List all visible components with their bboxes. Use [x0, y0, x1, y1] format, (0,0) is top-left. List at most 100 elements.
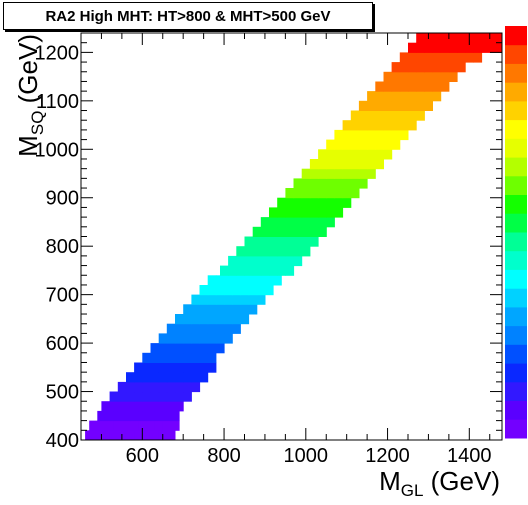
heatmap-cell [134, 391, 143, 402]
heatmap-cell [350, 139, 360, 150]
chart-title: RA2 High MHT: HT>800 & MHT>500 GeV [45, 8, 331, 25]
heatmap-cell [285, 255, 295, 267]
heatmap-cell [121, 420, 131, 431]
heatmap-cell [277, 246, 286, 257]
heatmap-cell [248, 304, 258, 315]
palette-swatch [505, 363, 527, 383]
heatmap-cell [350, 110, 360, 121]
heatmap-cell [166, 352, 176, 363]
heatmap-cell [142, 391, 151, 402]
heatmap-cell [166, 333, 176, 344]
heatmap-cell [326, 217, 335, 228]
heatmap-cell [228, 255, 237, 267]
heatmap-cell [183, 372, 192, 383]
heatmap-cell [424, 52, 433, 63]
palette-swatch [505, 250, 527, 270]
heatmap-cell [240, 314, 250, 325]
heatmap-cell [264, 275, 274, 286]
heatmap-cell [248, 294, 258, 305]
heatmap-cell [342, 129, 352, 141]
heatmap-cell [199, 304, 209, 315]
heatmap-cell [236, 246, 245, 257]
heatmap-cell [269, 236, 278, 247]
heatmap-cell [334, 168, 344, 179]
heatmap-cell [224, 304, 233, 315]
heatmap-cell [207, 294, 217, 305]
heatmap-cell [113, 420, 123, 431]
heatmap-cell [134, 362, 143, 373]
heatmap-cell [285, 197, 295, 208]
heatmap-cell [367, 110, 376, 121]
heatmap-cell [342, 120, 352, 131]
heatmap-cell [383, 129, 393, 141]
heatmap-cell [175, 314, 184, 325]
heatmap-cell [228, 265, 237, 276]
heatmap-cell [399, 71, 409, 82]
heatmap-cell [432, 52, 442, 63]
heatmap-cell [215, 323, 225, 334]
heatmap-cell [199, 352, 209, 363]
heatmap-cell [399, 52, 409, 63]
heatmap-cell [240, 304, 250, 315]
heatmap-cell [224, 314, 233, 325]
heatmap-cell [457, 52, 466, 63]
y-tick-label: 400 [46, 430, 79, 452]
heatmap-cell [350, 149, 360, 160]
heatmap-cell [252, 255, 262, 267]
heatmap-cell [293, 236, 303, 247]
palette-swatch [505, 306, 527, 327]
color-palette [505, 26, 527, 439]
heatmap-cell [269, 207, 278, 218]
heatmap-cell [105, 410, 115, 422]
heatmap-cell [252, 236, 262, 247]
heatmap-cell [158, 401, 168, 412]
y-tick-label: 900 [46, 188, 79, 210]
heatmap-cell [109, 401, 119, 412]
heatmap-cell [473, 52, 483, 63]
heatmap-cell [285, 226, 295, 237]
heatmap-cell [199, 323, 209, 334]
heatmap-cell [309, 236, 319, 247]
heatmap-cell [416, 71, 425, 82]
heatmap-cell [350, 129, 360, 141]
heatmap-cell [158, 333, 168, 344]
heatmap-cell [199, 343, 209, 354]
heatmap-cell [293, 197, 303, 208]
heatmap-cell [256, 285, 266, 296]
x-tick-label: 800 [207, 445, 240, 467]
y-tick-label: 1200 [35, 42, 80, 64]
heatmap-cell [183, 343, 192, 354]
heatmap-cell [130, 420, 139, 431]
heatmap-cell [318, 207, 327, 218]
heatmap-cell [285, 207, 295, 218]
heatmap-cell [138, 420, 147, 431]
heatmap-cell [215, 294, 225, 305]
palette-swatch [505, 119, 527, 139]
heatmap-cell [166, 323, 176, 334]
heatmap-cell [154, 410, 164, 422]
heatmap-cell [326, 159, 335, 170]
palette-swatch [505, 325, 527, 345]
heatmap-cell [448, 42, 458, 53]
heatmap-cell [207, 343, 217, 354]
heatmap-cell [134, 381, 143, 393]
heatmap-cell [109, 430, 119, 441]
heatmap-cell [150, 381, 160, 393]
heatmap-cell [158, 352, 168, 363]
heatmap-cell [130, 410, 139, 422]
heatmap-cell [269, 255, 278, 267]
heatmap-cell [269, 265, 278, 276]
heatmap-cell [244, 265, 254, 276]
heatmap-cell [126, 372, 135, 383]
heatmap-cell [97, 420, 106, 431]
heatmap-cell [175, 333, 184, 344]
heatmap-cell [465, 42, 474, 53]
heatmap-cell [252, 246, 262, 257]
heatmap-cell [301, 236, 311, 247]
heatmap-cell [309, 207, 319, 218]
heatmap-cell [416, 81, 425, 92]
heatmap-cell [358, 149, 368, 160]
heatmap-cell [264, 285, 274, 296]
palette-swatch [505, 82, 527, 102]
